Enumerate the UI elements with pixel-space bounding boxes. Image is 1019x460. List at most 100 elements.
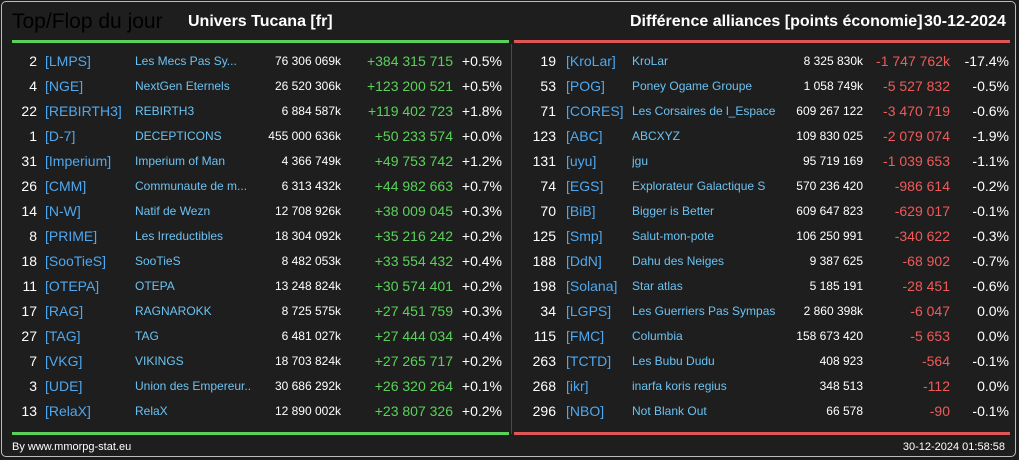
alliance-name-link[interactable]: Poney Ogame Groupe (632, 79, 753, 93)
alliance-name-link[interactable]: Not Blank Out (632, 404, 707, 418)
alliance-points: 5 185 191 (809, 279, 863, 293)
alliance-tag-link[interactable]: [RelaX] (45, 403, 91, 419)
points-difference: -5 653 (910, 328, 950, 344)
loser-row: 125 [Smp] Salut-mon-pote 106 250 991 -340 62… (513, 224, 1013, 249)
alliance-tag-link[interactable]: [NBO] (566, 403, 605, 419)
percent-change: +0.7% (461, 178, 502, 194)
alliance-name-link[interactable]: Imperium of Man (135, 154, 226, 168)
alliance-name-link[interactable]: Explorateur Galactique S (632, 179, 766, 193)
alliance-tag-link[interactable]: [KroLar] (566, 53, 616, 69)
alliance-name-link[interactable]: NextGen Eternels (135, 79, 230, 93)
alliance-tag-link[interactable]: [ikr] (566, 378, 589, 394)
alliance-points: 8 325 830k (803, 54, 863, 68)
alliance-name-link[interactable]: Star atlas (632, 279, 683, 293)
alliance-name-link[interactable]: Les Irreductibles (135, 229, 224, 243)
alliance-rank: 31 (21, 153, 37, 169)
alliance-tag-link[interactable]: [uyu] (566, 153, 597, 169)
alliance-tag-link[interactable]: [N-W] (45, 203, 81, 219)
alliance-tag-link[interactable]: [LGPS] (566, 303, 612, 319)
alliance-tag-link[interactable]: [D-7] (45, 128, 76, 144)
alliance-name-link[interactable]: Salut-mon-pote (632, 229, 715, 243)
alliance-name-link[interactable]: VIKINGS (135, 354, 184, 368)
alliance-points: 6 313 432k (281, 179, 341, 193)
alliance-points: 12 708 926k (274, 204, 341, 218)
alliance-name-link[interactable]: REBIRTH3 (135, 104, 195, 118)
alliance-rank: 11 (22, 278, 37, 294)
percent-change: -1.9% (972, 128, 1009, 144)
alliance-name-link[interactable]: SooTieS (135, 254, 181, 268)
gainer-row: 31 [Imperium] Imperium of Man 4 366 749k +49… (2, 149, 507, 174)
points-difference: -1 039 653 (883, 153, 950, 169)
top-losers-list: 19 [KroLar] KroLar 8 325 830k -1 747 762k -17… (513, 49, 1013, 424)
alliance-tag-link[interactable]: [SooTieS] (45, 253, 106, 269)
alliance-name-link[interactable]: Les Corsaires de l_Espace (632, 104, 776, 118)
alliance-tag-link[interactable]: [FMC] (566, 328, 605, 344)
points-difference: +30 574 401 (374, 278, 453, 294)
alliance-points: 348 513 (819, 379, 863, 393)
alliance-rank: 3 (29, 378, 37, 394)
alliance-name-link[interactable]: Communaute de m... (135, 179, 248, 193)
alliance-name-link[interactable]: KroLar (632, 54, 669, 68)
top-bar-red (514, 40, 1010, 43)
alliance-tag-link[interactable]: [EGS] (566, 178, 604, 194)
alliance-tag-link[interactable]: [ABC] (566, 128, 603, 144)
gainer-row: 18 [SooTieS] SooTieS 8 482 053k +33 554 432 +… (2, 249, 507, 274)
alliance-tag-link[interactable]: [Imperium] (45, 153, 112, 169)
alliance-name-link[interactable]: Dahu des Neiges (632, 254, 725, 268)
points-difference: -28 451 (902, 278, 950, 294)
alliance-name-link[interactable]: RAGNAROKK (135, 304, 212, 318)
alliance-tag-link[interactable]: [CORES] (566, 103, 624, 119)
points-difference: -90 (929, 403, 950, 419)
alliance-points: 1 058 749k (803, 79, 863, 93)
alliance-name-link[interactable]: Union des Empereur... (135, 379, 252, 393)
alliance-tag-link[interactable]: [BiB] (566, 203, 596, 219)
alliance-name-link[interactable]: DECEPTICONS (135, 129, 222, 143)
alliance-tag-link[interactable]: [PRIME] (45, 228, 98, 244)
points-difference: +119 402 723 (368, 103, 453, 119)
alliance-tag-link[interactable]: [UDE] (45, 378, 83, 394)
alliance-rank: 4 (29, 78, 37, 94)
alliance-points: 408 923 (819, 354, 863, 368)
column-divider (511, 44, 512, 434)
alliance-name-link[interactable]: ABCXYZ (632, 129, 681, 143)
alliance-name-link[interactable]: Columbia (632, 329, 683, 343)
alliance-tag-link[interactable]: [CMM] (45, 178, 87, 194)
alliance-name-link[interactable]: Les Bubu Dudu (632, 354, 715, 368)
alliance-name-link[interactable]: TAG (135, 329, 159, 343)
alliance-name-link[interactable]: Bigger is Better (632, 204, 715, 218)
alliance-tag-link[interactable]: [POG] (566, 78, 605, 94)
footer-credit: By www.mmorpg-stat.eu (12, 441, 132, 453)
alliance-tag-link[interactable]: [Smp] (566, 228, 603, 244)
alliance-name-link[interactable]: OTEPA (135, 279, 175, 293)
points-difference: -68 902 (902, 253, 950, 269)
alliance-name-link[interactable]: Les Guerriers Pas Sympas (632, 304, 776, 318)
alliance-tag-link[interactable]: [TCTD] (566, 353, 612, 369)
gainer-row: 26 [CMM] Communaute de m... 6 313 432k +44 9… (2, 174, 507, 199)
alliance-tag-link[interactable]: [RAG] (45, 303, 84, 319)
alliance-tag-link[interactable]: [DdN] (566, 253, 602, 269)
alliance-tag-link[interactable]: [Solana] (566, 278, 618, 294)
alliance-name-link[interactable]: Les Mecs Pas Sy... (135, 54, 237, 68)
alliance-rank: 17 (21, 303, 37, 319)
gainer-row: 7 [VKG] VIKINGS 18 703 824k +27 265 717 +0.2% (2, 349, 507, 374)
alliance-tag-link[interactable]: [LMPS] (45, 53, 91, 69)
alliance-tag-link[interactable]: [VKG] (45, 353, 83, 369)
alliance-tag-link[interactable]: [NGE] (45, 78, 84, 94)
percent-change: +0.4% (461, 328, 502, 344)
alliance-points: 609 267 122 (796, 104, 863, 118)
alliance-name-link[interactable]: RelaX (135, 404, 168, 418)
loser-row: 19 [KroLar] KroLar 8 325 830k -1 747 762k -17… (513, 49, 1013, 74)
alliance-tag-link[interactable]: [OTEPA] (45, 278, 100, 294)
alliance-name-link[interactable]: inarfa koris regius (632, 379, 727, 393)
alliance-name-link[interactable]: Natif de Wezn (135, 204, 211, 218)
alliance-name-link[interactable]: jgu (632, 154, 649, 168)
loser-row: 131 [uyu] jgu 95 719 169 -1 039 653 -1.1% (513, 149, 1013, 174)
alliance-tag-link[interactable]: [TAG] (45, 328, 81, 344)
alliance-tag-link[interactable]: [REBIRTH3] (45, 103, 122, 119)
points-difference: -3 470 719 (883, 103, 950, 119)
percent-change: -1.1% (972, 153, 1009, 169)
loser-row: 34 [LGPS] Les Guerriers Pas Sympas 2 860 39… (513, 299, 1013, 324)
alliance-rank: 53 (540, 78, 556, 94)
alliance-points: 13 248 824k (274, 279, 341, 293)
alliance-rank: 13 (21, 403, 37, 419)
